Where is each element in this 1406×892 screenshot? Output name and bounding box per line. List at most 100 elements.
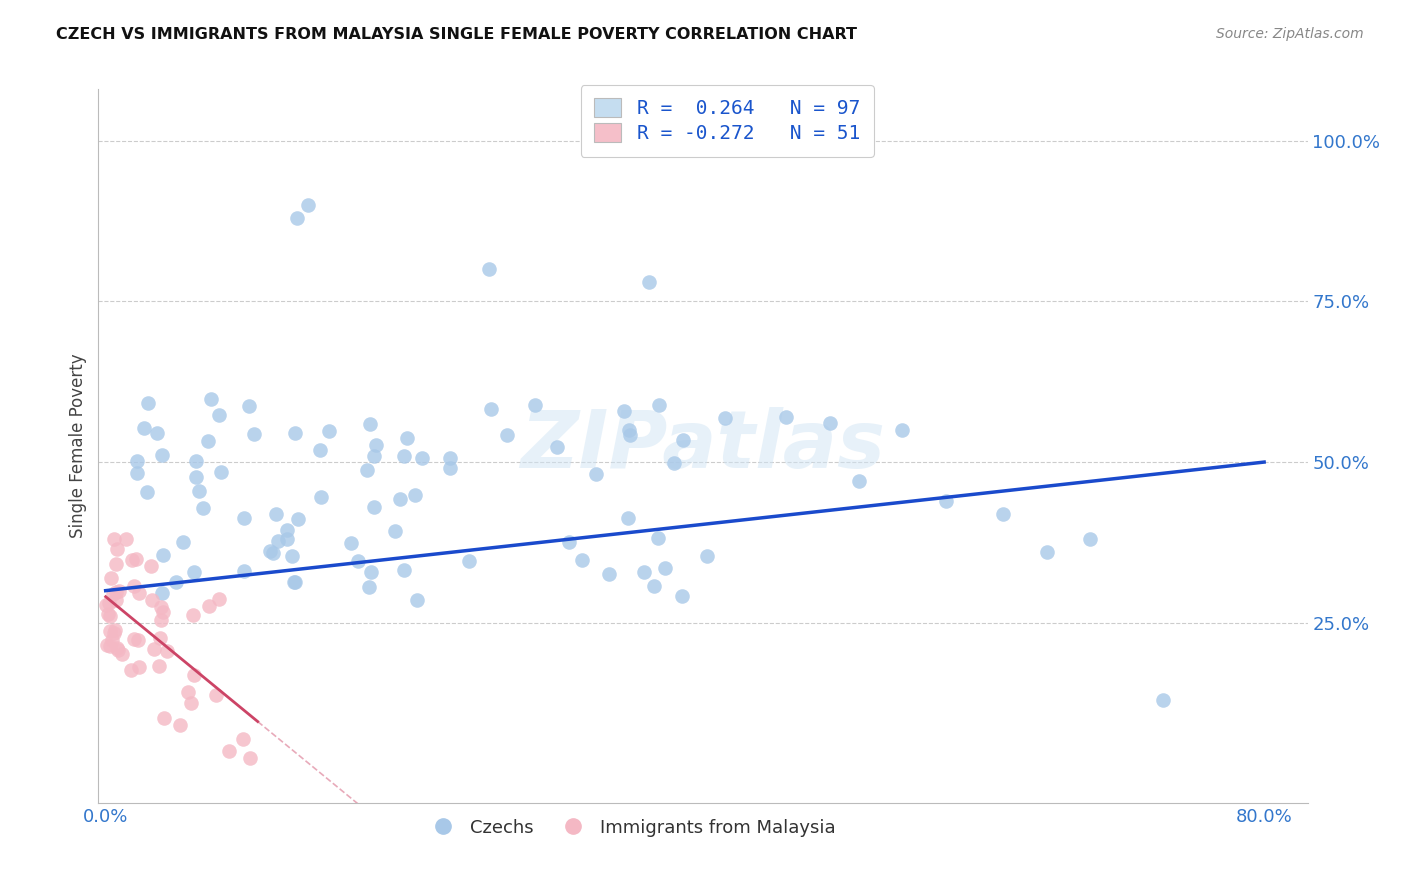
Point xyxy=(103,532,125,546)
Point xyxy=(150,448,173,462)
Point xyxy=(183,608,205,623)
Point xyxy=(287,512,309,526)
Point xyxy=(1036,545,1059,559)
Point xyxy=(267,533,290,548)
Point xyxy=(208,408,231,422)
Y-axis label: Single Female Poverty: Single Female Poverty xyxy=(69,354,87,538)
Point xyxy=(496,428,519,442)
Point xyxy=(439,461,461,475)
Point xyxy=(262,546,284,560)
Point xyxy=(643,579,665,593)
Point xyxy=(818,417,841,431)
Point xyxy=(357,580,380,594)
Point xyxy=(135,484,157,499)
Point xyxy=(647,398,669,412)
Legend: Czechs, Immigrants from Malaysia: Czechs, Immigrants from Malaysia xyxy=(418,812,844,844)
Point xyxy=(363,449,385,463)
Point xyxy=(405,593,427,607)
Point xyxy=(546,440,568,454)
Point xyxy=(152,605,174,619)
Point xyxy=(169,717,191,731)
Point xyxy=(191,500,214,515)
Point xyxy=(1152,693,1174,707)
Point xyxy=(571,553,593,567)
Point xyxy=(98,609,121,624)
Point xyxy=(243,427,266,442)
Point xyxy=(284,426,307,441)
Point xyxy=(585,467,607,481)
Point xyxy=(1080,533,1102,547)
Point xyxy=(98,596,121,610)
Point xyxy=(183,668,205,682)
Point xyxy=(891,423,914,437)
Point xyxy=(384,524,406,538)
Point xyxy=(478,262,501,277)
Point xyxy=(209,465,232,479)
Point xyxy=(108,584,131,599)
Point xyxy=(637,275,659,289)
Point xyxy=(153,711,176,725)
Point xyxy=(259,543,281,558)
Point xyxy=(366,438,388,452)
Point xyxy=(146,426,169,441)
Point xyxy=(283,574,305,589)
Point xyxy=(104,557,127,571)
Point xyxy=(103,587,125,601)
Point xyxy=(479,401,502,416)
Point xyxy=(128,660,150,674)
Point xyxy=(120,664,142,678)
Point xyxy=(100,639,122,653)
Point xyxy=(125,551,148,566)
Point xyxy=(172,535,194,549)
Point xyxy=(156,644,179,658)
Text: Source: ZipAtlas.com: Source: ZipAtlas.com xyxy=(1216,27,1364,41)
Point xyxy=(198,599,221,613)
Point xyxy=(111,648,134,662)
Point xyxy=(848,475,870,489)
Point xyxy=(363,500,385,514)
Point xyxy=(148,658,170,673)
Point xyxy=(359,417,381,431)
Point xyxy=(177,685,200,699)
Point xyxy=(523,398,546,412)
Point xyxy=(598,567,620,582)
Point xyxy=(107,643,129,657)
Point xyxy=(558,535,581,549)
Point xyxy=(200,392,222,406)
Point xyxy=(104,623,127,637)
Point xyxy=(232,731,254,746)
Point xyxy=(935,493,957,508)
Point xyxy=(411,451,433,466)
Point xyxy=(165,574,187,589)
Point xyxy=(647,531,669,545)
Point xyxy=(114,533,136,547)
Point xyxy=(101,632,124,647)
Point xyxy=(232,511,254,525)
Point xyxy=(122,632,145,646)
Point xyxy=(125,466,148,480)
Point xyxy=(218,744,240,758)
Point xyxy=(404,488,426,502)
Point xyxy=(97,607,120,621)
Point xyxy=(395,430,418,444)
Point xyxy=(238,400,260,414)
Point xyxy=(96,598,118,612)
Point xyxy=(280,549,302,563)
Point xyxy=(775,410,797,425)
Point xyxy=(132,421,155,435)
Point xyxy=(105,541,128,556)
Point xyxy=(149,613,172,627)
Point xyxy=(346,554,368,568)
Point xyxy=(356,463,378,477)
Point xyxy=(184,454,207,468)
Point xyxy=(180,697,202,711)
Point xyxy=(121,553,143,567)
Point xyxy=(105,593,128,607)
Point xyxy=(184,470,207,484)
Point xyxy=(103,626,125,640)
Point xyxy=(207,591,229,606)
Point xyxy=(136,395,159,409)
Point xyxy=(388,492,411,507)
Point xyxy=(100,571,122,585)
Point xyxy=(139,559,162,574)
